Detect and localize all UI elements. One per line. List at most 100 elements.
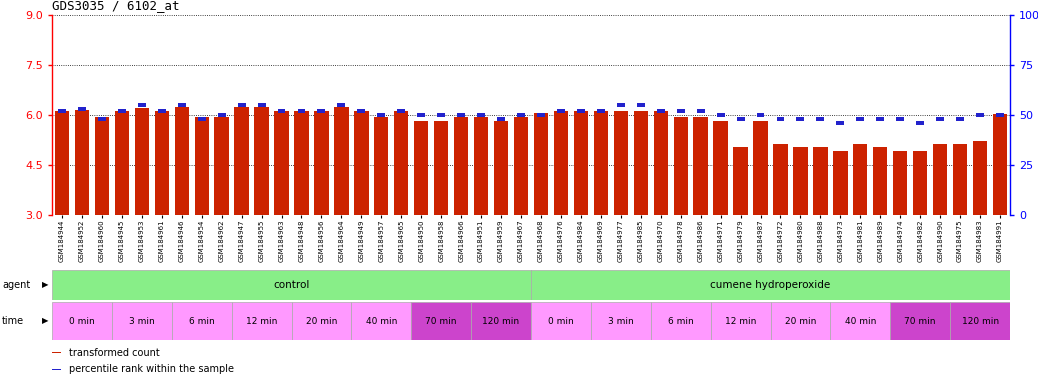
Bar (434, 121, 448, 215)
Bar (357, 109, 365, 113)
Bar (398, 109, 405, 113)
Bar (893, 151, 907, 215)
Bar (414, 121, 429, 215)
Bar (950, 302, 1010, 340)
Bar (917, 121, 924, 125)
Bar (254, 107, 269, 215)
Bar (976, 113, 984, 117)
Bar (374, 118, 388, 215)
Bar (913, 151, 927, 215)
Bar (657, 109, 664, 113)
Bar (773, 144, 788, 215)
Bar (716, 113, 725, 117)
Bar (78, 107, 86, 111)
Bar (517, 113, 525, 117)
Text: 3 min: 3 min (608, 316, 633, 326)
Bar (891, 302, 950, 340)
Text: GDS3035 / 6102_at: GDS3035 / 6102_at (52, 0, 180, 12)
Text: ▶: ▶ (42, 280, 48, 290)
Bar (933, 144, 948, 215)
Bar (411, 302, 471, 340)
Bar (557, 109, 565, 113)
Bar (754, 121, 768, 215)
Bar (817, 117, 824, 121)
Bar (953, 144, 967, 215)
Bar (171, 302, 231, 340)
Bar (135, 108, 149, 215)
Bar (315, 111, 329, 215)
Bar (497, 117, 506, 121)
Text: 12 min: 12 min (725, 316, 757, 326)
Text: 70 min: 70 min (904, 316, 936, 326)
Bar (334, 107, 349, 215)
Bar (197, 117, 206, 121)
Bar (474, 118, 488, 215)
Bar (218, 113, 225, 117)
Bar (155, 111, 169, 215)
Bar (378, 113, 385, 117)
Bar (696, 109, 705, 113)
Bar (856, 117, 865, 121)
Bar (174, 108, 189, 215)
Text: 12 min: 12 min (246, 316, 277, 326)
Bar (277, 109, 285, 113)
Bar (295, 111, 308, 215)
Bar (337, 103, 346, 107)
Bar (737, 117, 744, 121)
Bar (577, 109, 584, 113)
Bar (238, 103, 246, 107)
Bar (231, 302, 292, 340)
Bar (352, 302, 411, 340)
Bar (837, 121, 844, 125)
Bar (394, 111, 409, 215)
Bar (956, 117, 964, 121)
Text: 70 min: 70 min (426, 316, 457, 326)
Bar (477, 113, 485, 117)
Text: transformed count: transformed count (70, 348, 160, 358)
Bar (471, 302, 531, 340)
Bar (793, 147, 808, 215)
Bar (98, 117, 106, 121)
Bar (318, 109, 325, 113)
Bar (112, 302, 171, 340)
Bar (853, 144, 868, 215)
Bar (996, 113, 1004, 117)
Bar (514, 118, 528, 215)
Text: 40 min: 40 min (365, 316, 397, 326)
Bar (257, 103, 266, 107)
Bar (494, 121, 509, 215)
Text: cumene hydroperoxide: cumene hydroperoxide (710, 280, 830, 290)
Text: ▶: ▶ (42, 316, 48, 326)
Bar (118, 109, 126, 113)
Bar (574, 111, 589, 215)
Text: control: control (273, 280, 309, 290)
Bar (531, 302, 591, 340)
Bar (292, 302, 352, 340)
Bar (215, 118, 228, 215)
Bar (537, 113, 545, 117)
Text: 40 min: 40 min (845, 316, 876, 326)
Bar (177, 103, 186, 107)
Bar (637, 103, 645, 107)
Text: 0 min: 0 min (548, 316, 574, 326)
Bar (274, 111, 289, 215)
Bar (594, 111, 608, 215)
Bar (711, 302, 770, 340)
Bar (713, 121, 728, 215)
Bar (298, 109, 305, 113)
Bar (651, 302, 711, 340)
Text: time: time (2, 316, 24, 326)
Bar (194, 118, 209, 215)
Bar (613, 111, 628, 215)
Bar (58, 109, 66, 113)
Bar (437, 113, 445, 117)
Bar (94, 118, 109, 215)
Bar (873, 147, 887, 215)
Bar (454, 118, 468, 215)
Bar (757, 113, 764, 117)
Text: percentile rank within the sample: percentile rank within the sample (70, 364, 235, 374)
Bar (597, 109, 605, 113)
Text: 3 min: 3 min (129, 316, 155, 326)
Bar (734, 147, 747, 215)
Bar (534, 113, 548, 215)
